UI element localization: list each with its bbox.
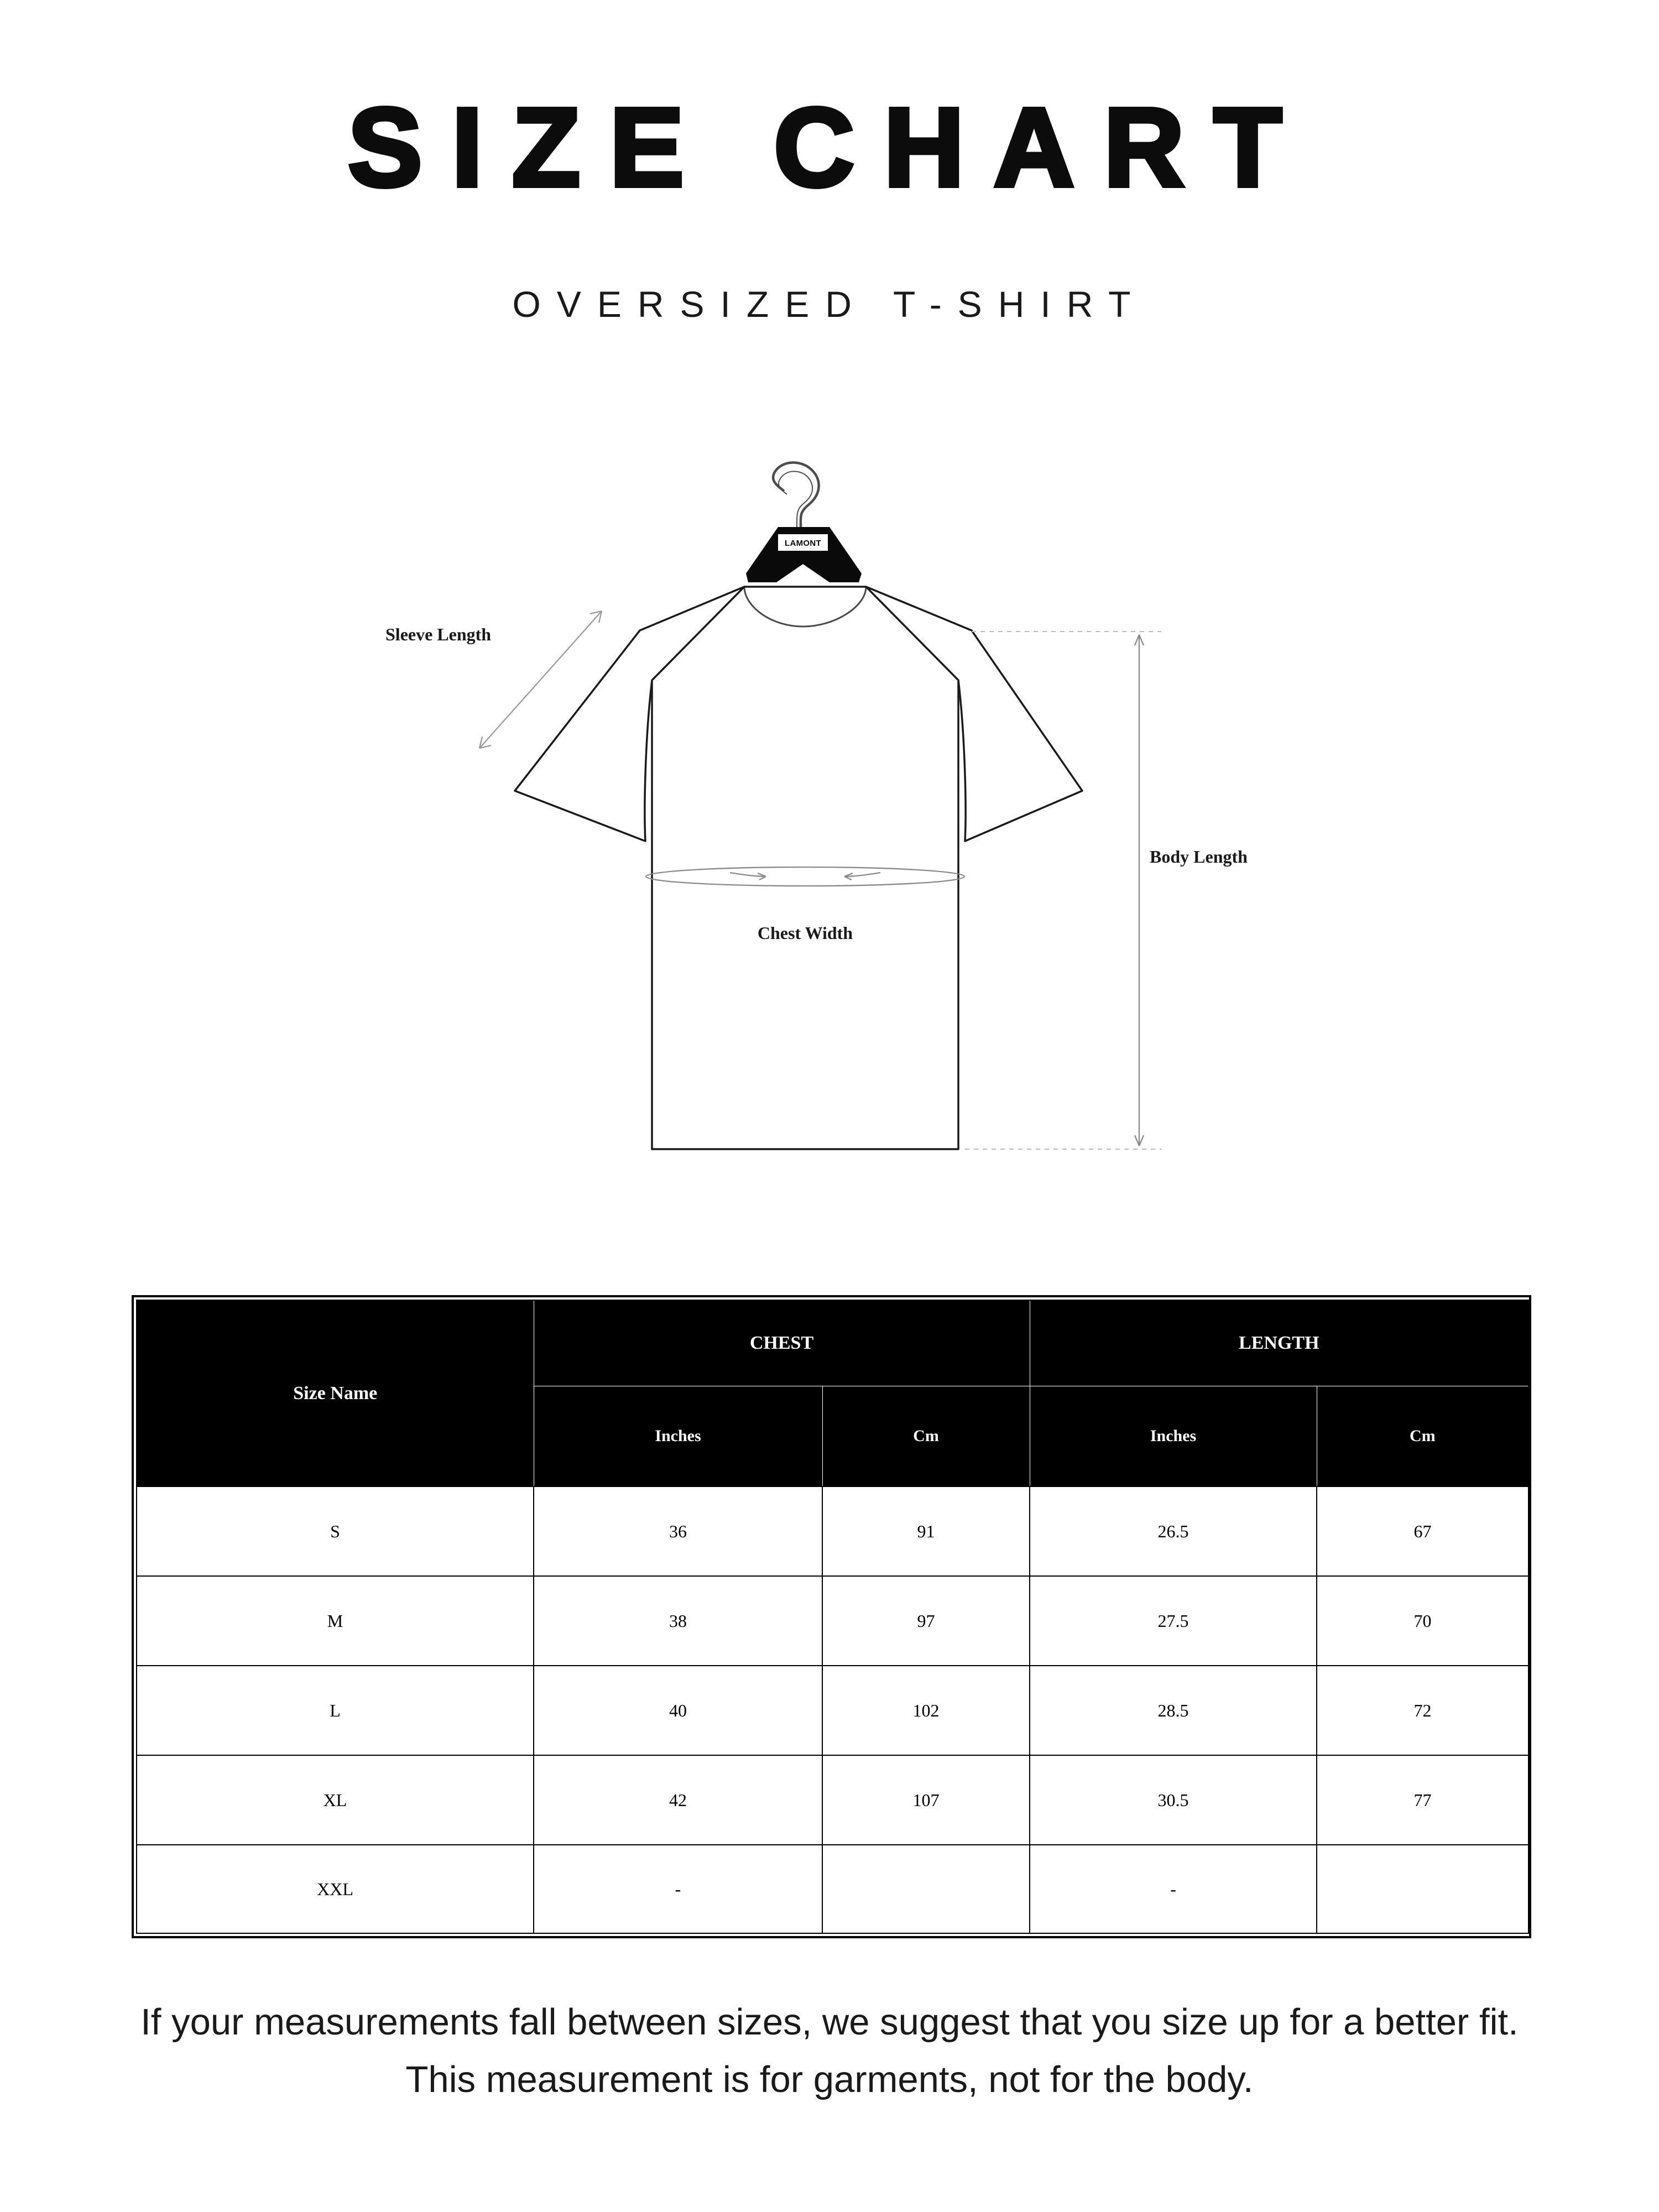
svg-text:Body Length: Body Length (1150, 847, 1248, 867)
svg-text:Chest Width: Chest Width (758, 923, 853, 943)
svg-text:Sleeve Length: Sleeve Length (385, 624, 491, 644)
svg-text:LAMONT: LAMONT (785, 539, 821, 548)
